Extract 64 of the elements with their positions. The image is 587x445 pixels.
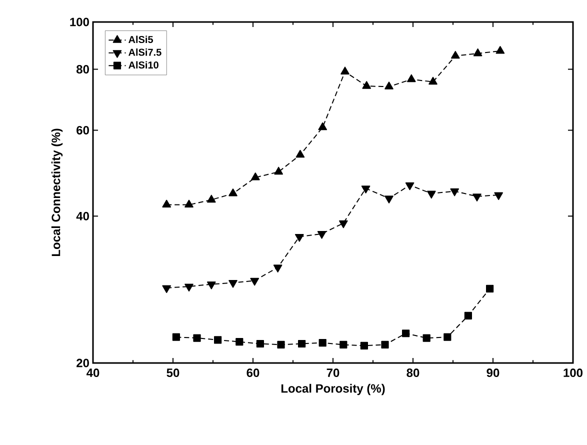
point [496,46,505,54]
point [207,282,216,290]
point [428,76,438,85]
x-tick-label: 100 [564,368,583,378]
point [193,334,201,342]
point [228,188,238,196]
point [318,122,327,130]
point [339,220,348,228]
point [384,196,394,204]
x-tick-label: 60 [246,368,260,378]
point [277,340,285,349]
point [172,333,180,341]
x-tick-label: 50 [166,368,180,378]
point [407,74,416,82]
point [162,200,171,208]
y-tick-label: 60 [76,126,89,134]
point [162,285,171,293]
point [451,50,460,59]
y-tick-label: 20 [76,358,89,368]
point [273,264,282,272]
point [405,182,414,190]
x-tick-label: 40 [86,368,100,378]
point [381,340,389,349]
point [384,82,394,90]
point [473,48,482,56]
point [296,150,305,158]
point [298,340,306,348]
point [494,192,503,200]
point [184,284,194,292]
point [236,338,244,346]
y-tick-label: 80 [76,65,89,74]
point [340,66,350,74]
x-tick-label: 80 [406,368,420,378]
point [472,194,482,202]
point [402,330,410,338]
point [184,200,194,208]
point [250,278,259,286]
x-tick-label: 70 [326,368,340,378]
point [450,188,459,196]
point [295,234,304,242]
point [444,333,452,341]
point [214,336,222,344]
point [251,172,260,180]
legend-label: AlSi5 [128,36,154,44]
point [464,312,472,320]
point [360,342,368,350]
legend-label: AlSi7.5 [128,48,162,56]
point [274,166,283,175]
point [340,340,348,349]
point [207,194,216,203]
point [256,340,264,348]
point [486,284,494,292]
point [361,186,370,194]
point [317,231,326,239]
y-axis-title: Local Connectivity (%) [51,128,63,256]
x-axis-title: Local Porosity (%) [281,384,385,396]
point [362,81,371,89]
y-tick-label: 100 [70,18,89,26]
point [422,334,430,342]
y-tick-label: 40 [76,212,89,220]
x-tick-label: 90 [486,368,500,378]
legend-label: AlSi10 [128,61,158,69]
point [318,338,326,347]
point [228,280,238,288]
